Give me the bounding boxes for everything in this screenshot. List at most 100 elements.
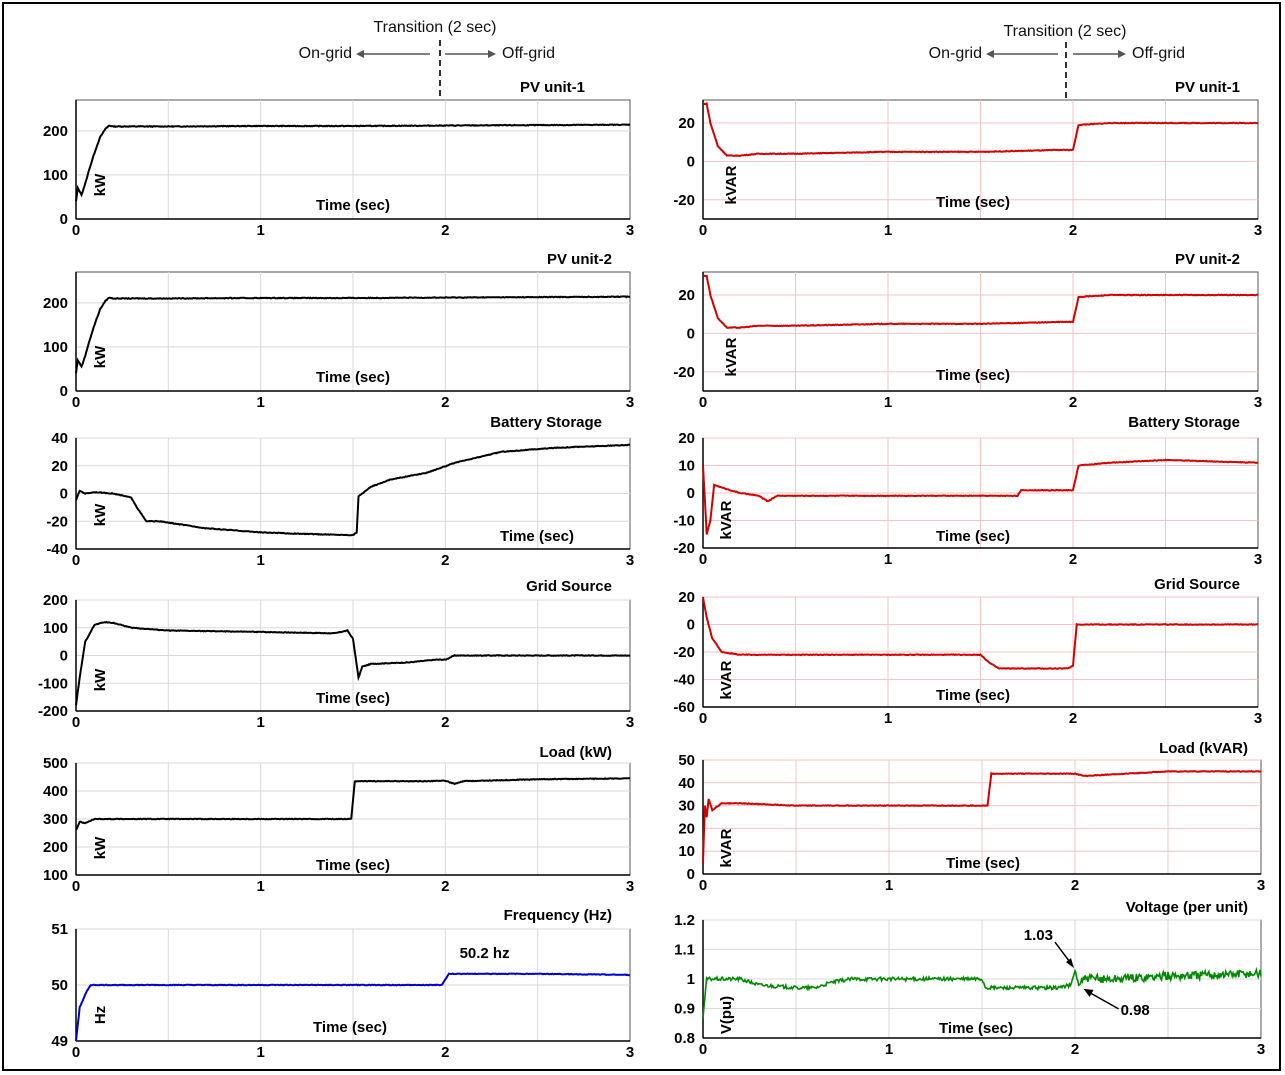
y-tick-label: 200 [43,295,68,312]
y-tick-label: 1.2 [674,912,695,929]
y-axis-label: V(pu) [718,996,735,1034]
x-tick-label: 2 [1069,394,1077,411]
x-tick-label: 0 [699,551,707,568]
y-axis-label: kVAR [723,337,740,376]
y-tick-label: 20 [678,589,695,606]
y-axis-label: kVAR [718,660,735,699]
chart-title: Grid Source [1154,576,1240,593]
annotation-arrow [1086,990,1119,1010]
chart-grid-q: -60 -40 -20 0 20 0 1 2 3 Grid Source kVAR Time (sec… [673,576,1262,727]
x-tick-label: 2 [441,552,449,569]
x-tick-label: 3 [1257,1041,1265,1058]
x-tick-label: 0 [699,394,707,411]
x-tick-label: 1 [884,394,892,411]
y-tick-label: -20 [46,513,68,530]
y-axis-label: kVAR [718,828,735,867]
series-line [75,620,631,706]
chart-bat-q: -20 -10 0 10 20 0 1 2 3 Battery Storage kVAR Time (… [673,414,1262,568]
x-axis-label: Time (sec) [316,690,390,707]
chart-title: PV unit-2 [1175,251,1240,268]
transition-label-right: Transition (2 sec) [1004,23,1127,40]
header-left: Transition (2 sec) On-grid Off-grid [299,19,555,98]
x-tick-label: 0 [72,222,80,239]
x-tick-label: 3 [1254,222,1262,239]
series-line [75,295,631,374]
on-grid-label-left: On-grid [299,45,352,62]
x-tick-label: 1 [256,222,264,239]
chart-title: Load (kW) [540,744,613,761]
arrow-head-left-left [356,50,364,58]
chart-bat-p: -40 -20 0 20 40 0 1 2 3 Battery Storage kW Time (se… [46,414,634,569]
series-line [75,777,631,831]
x-tick-label: 2 [441,878,449,895]
x-tick-label: 1 [884,710,892,727]
header-right: Transition (2 sec) On-grid Off-grid [929,23,1185,98]
x-tick-label: 1 [884,222,892,239]
y-tick-label: 400 [43,783,68,800]
y-tick-label: 0 [687,325,695,342]
x-tick-label: 2 [441,394,449,411]
y-axis-label: kW [92,173,109,196]
y-tick-label: 20 [678,430,695,447]
x-tick-label: 3 [626,394,634,411]
x-tick-label: 3 [626,552,634,569]
y-tick-label: 0 [687,617,695,634]
annotation-arrow-head [1083,988,1094,997]
y-tick-label: 0 [60,383,68,400]
y-tick-label: 100 [43,620,68,637]
x-tick-label: 3 [626,714,634,731]
y-tick-label: -100 [38,675,68,692]
x-tick-label: 0 [72,714,80,731]
y-tick-label: 51 [51,921,68,938]
series-line [702,102,1259,158]
x-axis-label: Time (sec) [946,855,1020,872]
arrow-head-left-right [986,50,994,58]
y-tick-label: 20 [678,820,695,837]
x-tick-label: 1 [256,878,264,895]
x-tick-label: 3 [1254,551,1262,568]
x-axis-label: Time (sec) [939,1020,1013,1037]
x-tick-label: 0 [699,222,707,239]
chart-title: Voltage (per unit) [1126,899,1248,916]
x-tick-label: 1 [256,552,264,569]
x-tick-label: 3 [626,1044,634,1061]
y-tick-label: 20 [678,115,695,132]
y-tick-label: -10 [673,513,695,530]
y-axis-label: Hz [92,1006,109,1024]
y-tick-label: 1.1 [674,942,695,959]
y-axis-label: kVAR [718,500,735,539]
y-tick-label: -20 [673,540,695,557]
chart-title: PV unit-2 [547,251,612,268]
series-line [75,972,630,1042]
series-line [702,274,1259,329]
x-tick-label: 2 [441,714,449,731]
y-tick-label: 100 [43,167,68,184]
y-tick-label: 0 [687,485,695,502]
arrow-head-right-right [1118,50,1126,58]
chart-pv1-p: 0 100 200 0 1 2 3 PV unit-1 kW Time (sec) [43,79,634,239]
off-grid-label-left: Off-grid [502,45,555,62]
chart-grid-p: -200 -100 0 100 200 0 1 2 3 Grid Source kW Time (se… [38,578,634,731]
y-axis-label: kW [92,503,109,526]
series-line [75,123,631,202]
x-tick-label: 0 [699,1041,707,1058]
y-tick-label: -40 [673,672,695,689]
y-tick-label: 300 [43,811,68,828]
x-axis-label: Time (sec) [316,197,390,214]
x-tick-label: 3 [626,878,634,895]
y-axis-label: kVAR [723,165,740,204]
y-tick-label: 49 [51,1033,68,1050]
y-tick-label: 200 [43,592,68,609]
y-tick-label: 10 [678,843,695,860]
x-tick-label: 2 [1069,551,1077,568]
y-axis-label: kW [92,668,109,691]
chart-load-p: 100 200 300 400 500 0 1 2 3 Load (kW) kW Time (sec) [43,744,634,895]
x-tick-label: 3 [1254,710,1262,727]
x-tick-label: 1 [256,714,264,731]
y-tick-label: 50 [678,752,695,769]
series-line [702,769,1262,863]
y-tick-label: 50 [51,977,68,994]
annotation-label: 0.98 [1121,1002,1150,1019]
